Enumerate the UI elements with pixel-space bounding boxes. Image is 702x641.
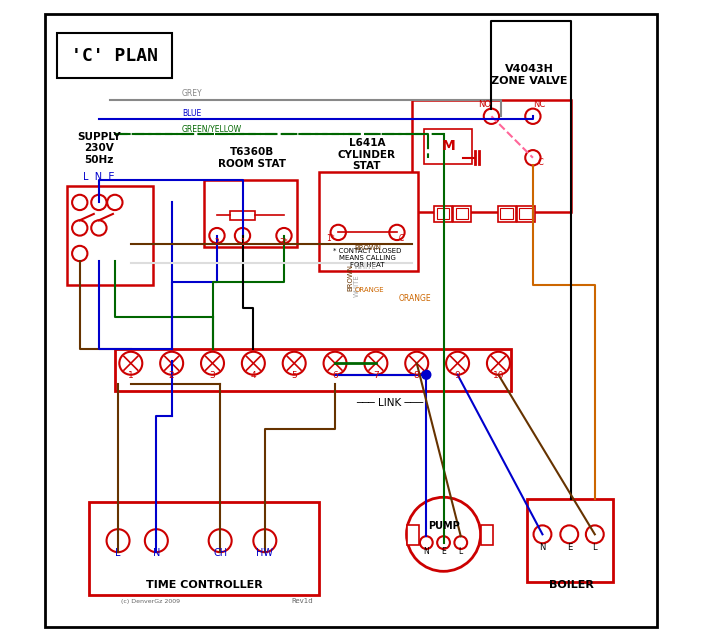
FancyBboxPatch shape [411,100,571,212]
FancyBboxPatch shape [406,525,419,545]
Text: GREEN/YELLOW: GREEN/YELLOW [182,124,242,133]
Text: C: C [538,158,543,167]
FancyBboxPatch shape [204,180,297,247]
FancyBboxPatch shape [230,211,256,220]
Text: 5: 5 [291,371,297,380]
Text: 2: 2 [169,371,175,380]
FancyBboxPatch shape [526,499,613,582]
FancyBboxPatch shape [89,503,319,595]
FancyBboxPatch shape [45,14,657,627]
Text: NO: NO [479,100,491,109]
Circle shape [422,370,431,379]
Text: ORANGE: ORANGE [355,287,384,293]
Text: L  N  E: L N E [83,172,114,182]
Text: L: L [592,542,597,551]
Text: SUPPLY
230V
50Hz: SUPPLY 230V 50Hz [77,131,121,165]
FancyBboxPatch shape [115,349,510,391]
Text: 'C' PLAN: 'C' PLAN [72,47,159,65]
FancyBboxPatch shape [498,206,516,222]
FancyBboxPatch shape [456,208,468,219]
Text: TIME CONTROLLER: TIME CONTROLLER [146,580,263,590]
Text: 9: 9 [455,371,461,380]
FancyBboxPatch shape [319,172,418,271]
Text: 8: 8 [414,371,420,380]
Text: 6: 6 [332,371,338,380]
Text: 1: 1 [128,371,133,380]
Text: (c) DenverGz 2009: (c) DenverGz 2009 [121,599,180,604]
Text: L: L [458,547,463,556]
Text: WHITE: WHITE [355,265,377,271]
Text: 1*: 1* [326,235,335,244]
Text: L641A
CYLINDER
STAT: L641A CYLINDER STAT [338,138,396,171]
Text: 7: 7 [373,371,379,380]
Text: BLUE: BLUE [182,109,201,118]
Text: BROWN: BROWN [347,263,354,290]
Text: WHITE: WHITE [355,274,360,297]
Text: GREY: GREY [182,89,202,99]
FancyBboxPatch shape [481,525,494,545]
FancyBboxPatch shape [434,206,452,222]
Text: NC: NC [533,100,545,109]
FancyBboxPatch shape [437,208,449,219]
FancyBboxPatch shape [453,206,471,222]
Text: N: N [539,542,545,551]
FancyBboxPatch shape [517,206,535,222]
Text: N: N [152,549,160,558]
Text: * CONTACT CLOSED
MEANS CALLING
FOR HEAT: * CONTACT CLOSED MEANS CALLING FOR HEAT [333,248,401,268]
Text: ORANGE: ORANGE [399,294,432,303]
FancyBboxPatch shape [501,208,513,219]
Text: M: M [442,139,456,153]
Text: T6360B
ROOM STAT: T6360B ROOM STAT [218,147,286,169]
FancyBboxPatch shape [425,129,472,164]
Text: HW: HW [256,549,273,558]
Text: C: C [398,235,404,244]
Text: 2: 2 [215,238,219,247]
FancyBboxPatch shape [67,187,153,285]
Text: L: L [115,549,121,558]
Text: 10: 10 [493,371,504,380]
Text: N: N [423,547,429,556]
FancyBboxPatch shape [519,208,532,219]
Text: PUMP: PUMP [428,521,459,531]
Text: BOILER: BOILER [549,580,594,590]
Text: E: E [567,542,572,551]
Text: 1: 1 [240,238,245,247]
Text: 4: 4 [251,371,256,380]
Text: CH: CH [213,549,227,558]
Text: Rev1d: Rev1d [291,598,312,604]
Text: BROWN: BROWN [355,246,381,251]
Text: E: E [441,547,446,556]
FancyBboxPatch shape [58,33,172,78]
Text: ─── LINK ───: ─── LINK ─── [356,399,423,408]
Text: 3*: 3* [279,238,289,247]
Text: V4043H
ZONE VALVE: V4043H ZONE VALVE [491,64,568,86]
Text: 3: 3 [210,371,216,380]
